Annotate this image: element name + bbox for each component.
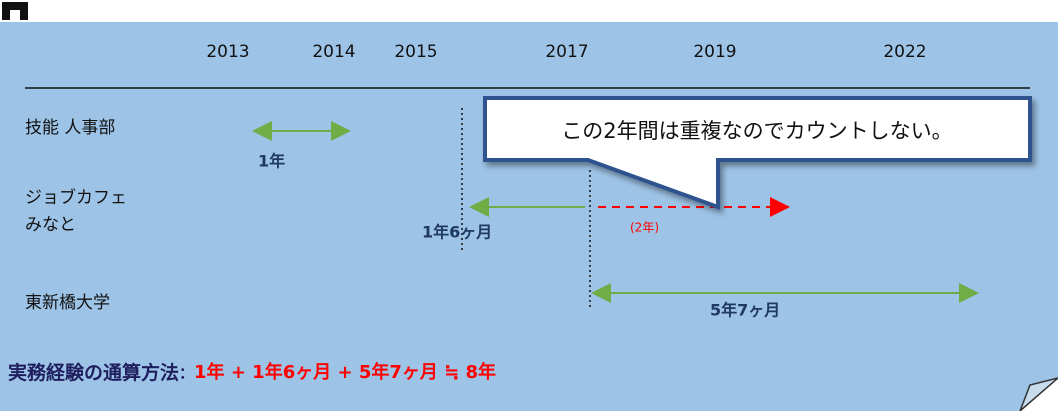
panel: [0, 22, 1058, 411]
icon: [2, 2, 28, 20]
year-label: 2014: [312, 42, 355, 62]
year-label: 2017: [545, 42, 588, 62]
callout: [483, 96, 1032, 210]
formula-expression: 1年 + 1年6ヶ月 + 5年7ヶ月 ≒ 8年: [194, 361, 496, 383]
overlap-label: (2年): [630, 221, 659, 235]
year-label: 2022: [883, 42, 926, 62]
year-label: 2013: [206, 42, 249, 62]
duration: 5年7ヶ月: [710, 301, 780, 320]
formula-separator: ：: [179, 364, 194, 382]
row-label: 技能 人事部: [25, 118, 115, 138]
callout-text: この2年間は重複なのでカウントしない。: [561, 119, 952, 143]
row-label: ジョブカフェ: [25, 187, 127, 208]
folded-corner: [1019, 377, 1058, 411]
year-label: 2015: [394, 42, 437, 62]
duration: 1年6ヶ月: [422, 223, 492, 242]
duration: 1年: [258, 152, 285, 171]
formula: 実務経験の通算方法：1年 + 1年6ヶ月 + 5年7ヶ月 ≒ 8年: [8, 361, 496, 384]
year-label: 2019: [693, 42, 736, 62]
row-label: 東新橋大学: [25, 293, 110, 313]
row-label: みなと: [25, 215, 76, 235]
formula-label: 実務経験の通算方法: [8, 361, 179, 384]
